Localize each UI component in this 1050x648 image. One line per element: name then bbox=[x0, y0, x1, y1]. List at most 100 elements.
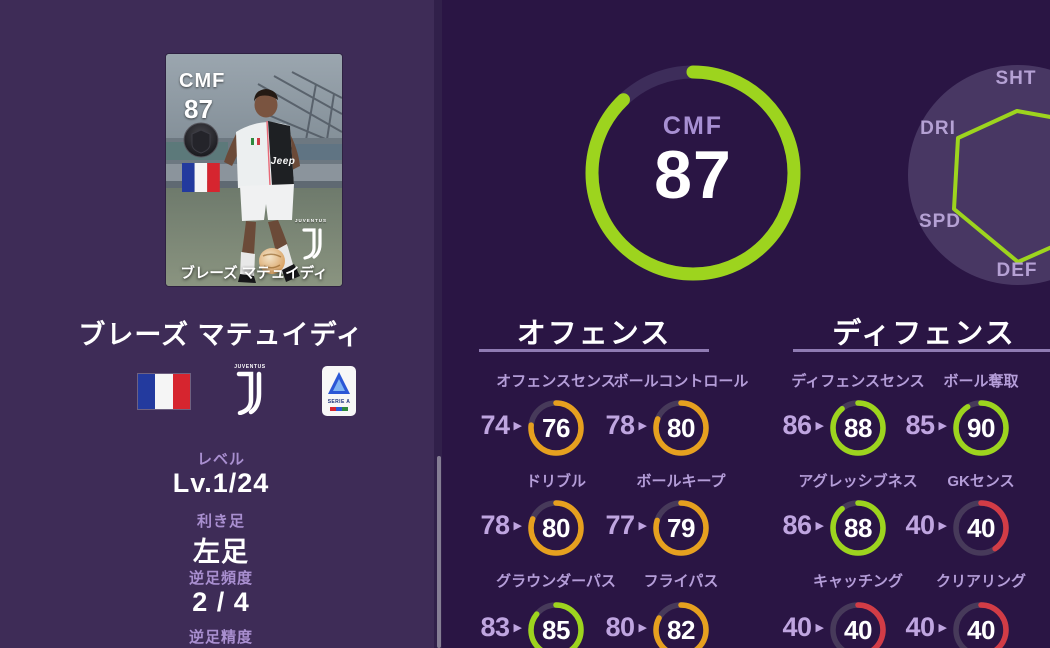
stat-label: ボールコントロール bbox=[613, 373, 749, 390]
defense-section-title: ディフェンス bbox=[832, 318, 1016, 350]
arrow-right-icon: ▶ bbox=[815, 622, 824, 634]
stat-label: オフェンスセンス bbox=[496, 373, 616, 390]
stat-label: ディフェンスセンス bbox=[791, 373, 925, 390]
radar-label-sht: SHT bbox=[996, 68, 1037, 89]
stat-base-value: 40 bbox=[905, 510, 935, 540]
weak-foot-accuracy-label: 逆足精度 bbox=[188, 629, 253, 646]
stat-item: ディフェンスセンス 86 ▶ 88 bbox=[763, 370, 953, 492]
stat-ring-gauge: 90 bbox=[949, 396, 1013, 460]
stat-label: GKセンス bbox=[947, 473, 1015, 490]
player-figure: Jeep bbox=[224, 89, 300, 283]
stat-ring-gauge: 80 bbox=[524, 496, 588, 560]
scrollbar-thumb[interactable] bbox=[437, 456, 441, 648]
strong-foot-label: 利き足 bbox=[196, 513, 245, 530]
defense-section-rule bbox=[793, 349, 1050, 352]
serie-a-logo-icon: SERIE A bbox=[322, 366, 356, 416]
svg-text:SERIE A: SERIE A bbox=[328, 399, 351, 405]
stat-current-value: 82 bbox=[667, 614, 695, 645]
player-stats-panel: CMF 87 SHT DRI SPD DEF オフェンス ディフェンス オフェン… bbox=[442, 0, 1050, 648]
stat-base-value: 78 bbox=[480, 510, 510, 540]
stat-ring-gauge: 76 bbox=[524, 396, 588, 460]
stat-item: キャッチング 40 ▶ 40 bbox=[763, 570, 953, 648]
stat-current-value: 76 bbox=[542, 412, 570, 443]
stat-item: ボール奪取 85 ▶ 90 bbox=[886, 370, 1050, 492]
card-rating: 87 bbox=[184, 94, 213, 124]
stat-current-value: 80 bbox=[542, 512, 570, 543]
france-flag-icon bbox=[138, 374, 190, 409]
stat-base-value: 74 bbox=[480, 410, 510, 440]
stat-label: ボールキープ bbox=[636, 473, 726, 490]
stat-item: ボールキープ 77 ▶ 79 bbox=[586, 470, 776, 592]
player-card[interactable]: Jeep bbox=[166, 54, 342, 286]
arrow-right-icon: ▶ bbox=[513, 622, 522, 634]
stat-base-value: 85 bbox=[905, 410, 935, 440]
stat-item: クリアリング 40 ▶ 40 bbox=[886, 570, 1050, 648]
stat-ring-gauge: 80 bbox=[649, 396, 713, 460]
stat-current-value: 88 bbox=[844, 512, 872, 543]
overall-rating-gauge bbox=[573, 53, 813, 293]
arrow-right-icon: ▶ bbox=[815, 420, 824, 432]
stat-current-value: 79 bbox=[667, 512, 695, 543]
stat-base-value: 80 bbox=[605, 612, 635, 642]
arrow-right-icon: ▶ bbox=[513, 420, 522, 432]
radar-polygon bbox=[952, 109, 1050, 264]
stat-base-value: 40 bbox=[905, 612, 935, 642]
arrow-right-icon: ▶ bbox=[938, 420, 947, 432]
arrow-right-icon: ▶ bbox=[638, 420, 647, 432]
france-flag-icon-card bbox=[182, 163, 220, 192]
stat-label: アグレッシブネス bbox=[798, 473, 918, 490]
stat-item: オフェンスセンス 74 ▶ 76 bbox=[461, 370, 651, 492]
card-club-text: JUVENTUS bbox=[294, 218, 327, 223]
juventus-logo-icon-card bbox=[302, 228, 322, 260]
stat-base-value: 86 bbox=[782, 510, 812, 540]
stat-item: GKセンス 40 ▶ 40 bbox=[886, 470, 1050, 592]
player-photo: Jeep bbox=[166, 54, 342, 286]
arrow-right-icon: ▶ bbox=[638, 622, 647, 634]
stat-item: ドリブル 78 ▶ 80 bbox=[461, 470, 651, 592]
offense-section-rule bbox=[479, 349, 709, 352]
stat-current-value: 40 bbox=[967, 614, 995, 645]
stat-item: ボールコントロール 78 ▶ 80 bbox=[586, 370, 776, 492]
stat-item: アグレッシブネス 86 ▶ 88 bbox=[763, 470, 953, 592]
arrow-right-icon: ▶ bbox=[938, 622, 947, 634]
arrow-right-icon: ▶ bbox=[513, 520, 522, 532]
card-player-name: ブレーズ マテュイディ bbox=[180, 266, 328, 282]
scrollbar-track[interactable] bbox=[434, 0, 442, 648]
stat-current-value: 88 bbox=[844, 412, 872, 443]
stat-current-value: 90 bbox=[967, 412, 995, 443]
level-value: Lv.1/24 bbox=[172, 468, 270, 498]
arrow-right-icon: ▶ bbox=[815, 520, 824, 532]
club-emblem-icon bbox=[183, 122, 219, 158]
stat-item: グラウンダーパス 83 ▶ 85 bbox=[461, 570, 651, 648]
arrow-right-icon: ▶ bbox=[638, 520, 647, 532]
radar-label-spd: SPD bbox=[919, 211, 961, 232]
stat-base-value: 86 bbox=[782, 410, 812, 440]
stat-current-value: 85 bbox=[542, 614, 570, 645]
svg-text:Jeep: Jeep bbox=[271, 156, 296, 167]
gauge-position-label: CMF bbox=[662, 112, 724, 140]
stat-label: ドリブル bbox=[525, 473, 586, 490]
attribute-radar-chart: SHT DRI SPD DEF bbox=[841, 0, 1050, 300]
stat-current-value: 40 bbox=[967, 512, 995, 543]
weak-foot-usage-label: 逆足頻度 bbox=[188, 570, 253, 587]
player-name: ブレーズ マテュイディ bbox=[78, 320, 364, 350]
stat-base-value: 40 bbox=[782, 612, 812, 642]
stat-label: ボール奪取 bbox=[943, 373, 1019, 390]
stat-item: フライパス 80 ▶ 82 bbox=[586, 570, 776, 648]
radar-label-def: DEF bbox=[997, 260, 1038, 281]
gauge-rating-value: 87 bbox=[654, 137, 732, 213]
stat-label: フライパス bbox=[643, 573, 719, 590]
stat-ring-gauge: 40 bbox=[949, 496, 1013, 560]
svg-text:JUVENTUS: JUVENTUS bbox=[234, 364, 266, 370]
stat-label: キャッチング bbox=[812, 573, 903, 590]
stat-ring-gauge: 85 bbox=[524, 598, 588, 648]
player-info-panel: Jeep bbox=[0, 0, 442, 648]
stat-label: クリアリング bbox=[935, 573, 1026, 590]
strong-foot-value: 左足 bbox=[193, 537, 249, 567]
stat-current-value: 40 bbox=[844, 614, 872, 645]
stat-base-value: 77 bbox=[605, 510, 635, 540]
radar-label-dri: DRI bbox=[920, 118, 956, 139]
arrow-right-icon: ▶ bbox=[938, 520, 947, 532]
weak-foot-usage-value: 2 / 4 bbox=[192, 587, 250, 617]
juventus-logo-icon: JUVENTUS bbox=[233, 362, 267, 416]
